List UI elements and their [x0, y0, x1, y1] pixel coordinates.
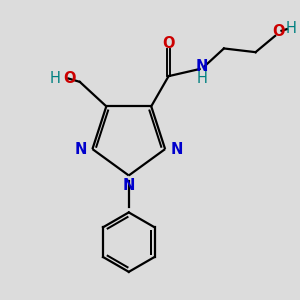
Text: H: H	[50, 71, 61, 86]
Text: O: O	[63, 71, 75, 86]
Text: N: N	[196, 59, 208, 74]
Text: O: O	[162, 36, 175, 51]
Text: N: N	[74, 142, 87, 157]
Text: O: O	[272, 24, 285, 39]
Text: H: H	[286, 21, 297, 36]
Text: N: N	[171, 142, 183, 157]
Text: N: N	[123, 178, 135, 193]
Text: H: H	[196, 71, 207, 86]
